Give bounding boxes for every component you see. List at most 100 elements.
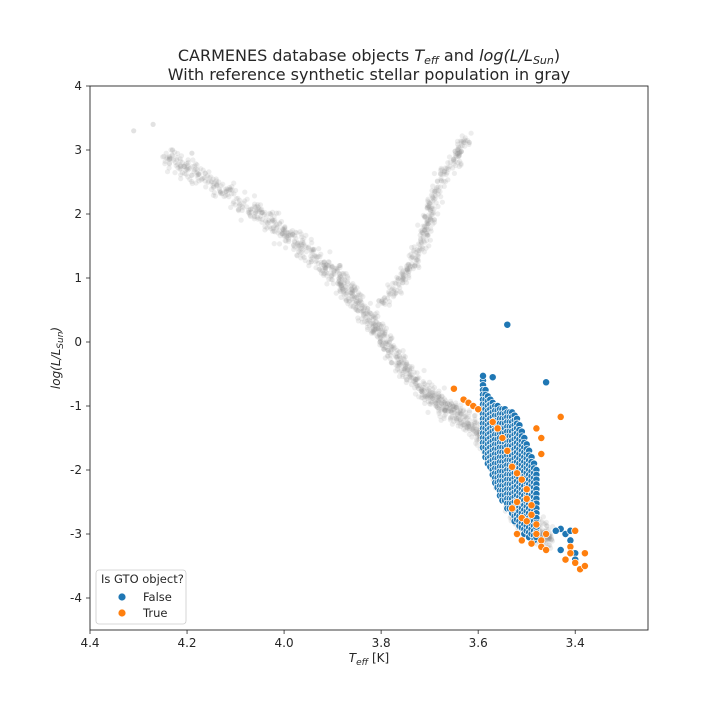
reference-point bbox=[193, 166, 199, 172]
reference-point bbox=[394, 354, 400, 360]
reference-point bbox=[430, 198, 436, 204]
reference-point bbox=[398, 359, 404, 365]
reference-point bbox=[389, 360, 395, 366]
reference-point bbox=[438, 165, 444, 171]
reference-point bbox=[263, 218, 269, 224]
reference-point bbox=[344, 285, 350, 291]
reference-point bbox=[429, 210, 435, 216]
reference-point bbox=[437, 413, 443, 420]
reference-point bbox=[459, 420, 465, 426]
reference-point bbox=[466, 421, 472, 427]
reference-point bbox=[407, 264, 413, 270]
reference-point bbox=[371, 323, 377, 329]
legend-label-true: True bbox=[142, 606, 167, 620]
reference-point bbox=[321, 272, 327, 278]
reference-point bbox=[302, 243, 308, 249]
reference-point bbox=[300, 247, 306, 253]
reference-point bbox=[202, 170, 208, 176]
reference-point bbox=[334, 265, 340, 271]
reference-point bbox=[458, 406, 464, 412]
reference-point bbox=[445, 400, 451, 406]
reference-point bbox=[429, 205, 435, 211]
x-tick-label: 4.4 bbox=[80, 636, 99, 650]
reference-point bbox=[373, 327, 379, 333]
reference-point bbox=[258, 213, 264, 219]
reference-point bbox=[290, 232, 296, 238]
reference-point bbox=[380, 337, 386, 343]
reference-point bbox=[394, 363, 401, 369]
reference-point bbox=[329, 272, 335, 278]
reference-point bbox=[314, 254, 320, 260]
reference-point bbox=[407, 263, 414, 269]
reference-point bbox=[441, 396, 447, 402]
reference-point bbox=[396, 349, 403, 355]
reference-point bbox=[441, 385, 447, 391]
reference-point bbox=[415, 241, 421, 247]
reference-point bbox=[354, 295, 360, 301]
reference-point bbox=[270, 217, 276, 223]
reference-point bbox=[414, 246, 420, 253]
reference-point bbox=[371, 321, 377, 327]
reference-point bbox=[336, 271, 343, 277]
reference-point bbox=[333, 265, 339, 271]
reference-point bbox=[445, 164, 451, 171]
reference-point bbox=[436, 398, 442, 404]
reference-point bbox=[395, 356, 401, 363]
reference-point bbox=[312, 253, 318, 259]
reference-point bbox=[381, 333, 387, 339]
reference-point bbox=[245, 209, 251, 215]
reference-point bbox=[453, 404, 459, 410]
reference-point bbox=[287, 232, 293, 238]
reference-point bbox=[394, 360, 400, 366]
reference-point bbox=[362, 303, 368, 309]
reference-point bbox=[168, 147, 174, 153]
reference-point bbox=[368, 328, 374, 334]
reference-point bbox=[389, 285, 396, 292]
reference-point bbox=[229, 191, 235, 197]
reference-point bbox=[400, 371, 406, 377]
reference-point bbox=[433, 188, 439, 194]
reference-point bbox=[301, 254, 307, 261]
reference-point bbox=[266, 217, 272, 223]
reference-point bbox=[172, 159, 178, 165]
reference-point bbox=[367, 300, 373, 306]
reference-point bbox=[457, 418, 463, 424]
reference-point bbox=[365, 317, 371, 323]
reference-point bbox=[429, 188, 435, 194]
reference-point bbox=[244, 196, 250, 202]
reference-point bbox=[435, 191, 441, 197]
reference-point bbox=[454, 151, 460, 157]
reference-point bbox=[183, 171, 189, 177]
reference-point bbox=[387, 336, 393, 343]
reference-point bbox=[434, 178, 440, 185]
reference-point bbox=[399, 277, 405, 283]
reference-point bbox=[269, 216, 275, 222]
reference-point bbox=[404, 371, 410, 377]
reference-point bbox=[451, 406, 457, 412]
legend-marker-false bbox=[117, 592, 127, 602]
reference-point bbox=[427, 390, 433, 396]
reference-point bbox=[244, 204, 250, 210]
reference-point bbox=[400, 369, 406, 376]
reference-point bbox=[164, 156, 170, 162]
reference-point bbox=[241, 200, 247, 206]
reference-point bbox=[425, 196, 431, 202]
reference-point bbox=[394, 366, 401, 372]
reference-point bbox=[421, 228, 427, 234]
reference-point bbox=[418, 237, 424, 244]
reference-point bbox=[322, 264, 328, 270]
reference-point bbox=[422, 226, 428, 232]
reference-point bbox=[351, 288, 357, 294]
reference-point bbox=[459, 143, 465, 149]
reference-point bbox=[433, 403, 439, 409]
reference-point bbox=[292, 233, 298, 239]
reference-point bbox=[387, 339, 393, 345]
reference-point bbox=[413, 257, 419, 263]
reference-point bbox=[194, 170, 200, 176]
reference-point bbox=[322, 268, 328, 274]
reference-point bbox=[281, 233, 287, 239]
reference-point bbox=[382, 344, 388, 351]
reference-point bbox=[446, 402, 452, 408]
reference-point bbox=[449, 414, 455, 420]
reference-point bbox=[447, 415, 454, 421]
